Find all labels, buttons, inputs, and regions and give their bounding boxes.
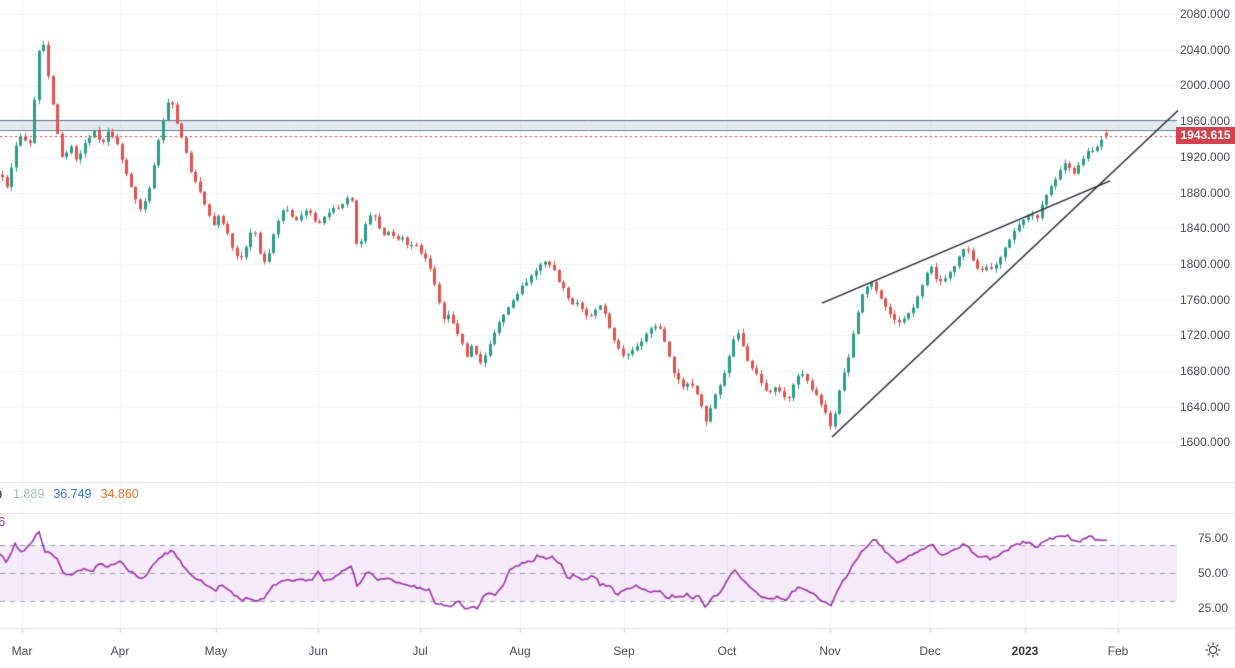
- time-axis-label: Mar: [11, 644, 33, 658]
- rsi-legend-fragment: 6: [0, 514, 10, 530]
- indicator-value: 34.860: [100, 487, 139, 501]
- settings-gear-icon[interactable]: [1204, 641, 1222, 659]
- price-axis-label: 1960.000: [1180, 114, 1231, 129]
- price-axis-label: 1800.000: [1180, 256, 1231, 271]
- price-axis-label: 1880.000: [1180, 185, 1231, 200]
- last-price-label: 1943.615: [1176, 127, 1235, 145]
- time-axis-label: Sep: [613, 644, 635, 658]
- time-axis-label: Feb: [1107, 644, 1129, 658]
- time-axis-label: Jun: [308, 644, 328, 658]
- price-axis-label: 2040.000: [1180, 42, 1231, 57]
- indicator-values-row[interactable]: 1.889 36.749 34.860: [13, 487, 148, 501]
- price-axis-label: 1920.000: [1180, 149, 1231, 164]
- time-axis-label: Apr: [110, 644, 130, 658]
- rsi-axis-label: 25.00: [1197, 601, 1228, 615]
- price-axis-label: 1600.000: [1180, 435, 1231, 450]
- time-axis-label: Jul: [412, 644, 428, 658]
- time-axis-label: Aug: [509, 644, 531, 658]
- rsi-axis-label: 50.00: [1197, 566, 1228, 580]
- price-axis-label: 2080.000: [1180, 7, 1231, 21]
- price-axis-label: 1680.000: [1180, 364, 1231, 378]
- clipped-legend-fragment: 9: [0, 487, 10, 503]
- time-axis-label: 2023: [1011, 644, 1039, 658]
- price-axis-label: 1640.000: [1180, 399, 1231, 414]
- time-axis-label: Nov: [819, 644, 841, 658]
- price-axis-label: 1720.000: [1180, 328, 1231, 343]
- clipped-legend-char: 9: [0, 487, 2, 502]
- price-axis-label: 2000.000: [1180, 78, 1231, 93]
- time-axis-label: Oct: [717, 644, 737, 658]
- time-axis-label: May: [204, 644, 228, 658]
- rsi-axis-label: 75.00: [1197, 531, 1228, 545]
- rsi-legend-char: 6: [0, 514, 6, 529]
- indicator-value: 1.889: [13, 487, 45, 501]
- indicator-value: 36.749: [53, 487, 92, 501]
- price-axis-label: 1840.000: [1180, 221, 1231, 236]
- price-axis-label: 1760.000: [1180, 292, 1231, 307]
- time-axis-label: Dec: [919, 644, 941, 658]
